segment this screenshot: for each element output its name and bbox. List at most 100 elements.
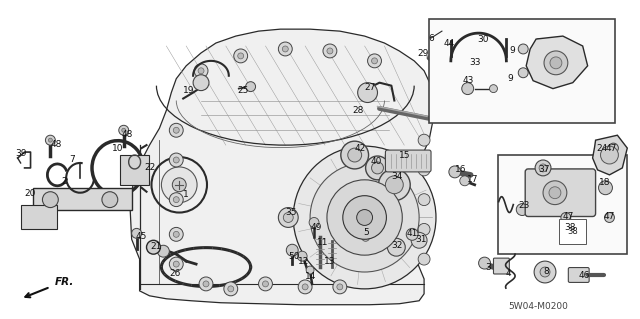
Circle shape <box>173 231 179 237</box>
Circle shape <box>310 163 419 272</box>
Circle shape <box>170 193 183 207</box>
Circle shape <box>132 228 141 238</box>
Circle shape <box>203 281 209 287</box>
Circle shape <box>194 64 208 78</box>
Circle shape <box>323 44 337 58</box>
Circle shape <box>42 192 58 208</box>
Text: 47: 47 <box>562 212 573 221</box>
Circle shape <box>418 223 430 235</box>
FancyBboxPatch shape <box>568 268 589 282</box>
FancyBboxPatch shape <box>493 258 509 274</box>
FancyBboxPatch shape <box>525 169 596 217</box>
Circle shape <box>102 192 118 208</box>
Polygon shape <box>20 204 58 229</box>
Circle shape <box>45 135 55 145</box>
Polygon shape <box>130 29 434 305</box>
Text: 26: 26 <box>170 270 181 278</box>
Text: 35: 35 <box>285 208 297 217</box>
Text: 48: 48 <box>122 130 133 139</box>
Text: 47: 47 <box>604 212 615 221</box>
Text: 6: 6 <box>428 33 434 42</box>
Circle shape <box>259 277 273 291</box>
FancyBboxPatch shape <box>385 150 431 172</box>
Text: 28: 28 <box>352 106 364 115</box>
Circle shape <box>170 257 183 271</box>
Circle shape <box>170 123 183 137</box>
Text: 24: 24 <box>596 144 607 152</box>
Circle shape <box>365 156 389 180</box>
Circle shape <box>337 284 343 290</box>
Circle shape <box>327 48 333 54</box>
Text: 9: 9 <box>509 47 515 56</box>
Circle shape <box>534 261 556 283</box>
Text: 5W04-M0200: 5W04-M0200 <box>508 302 568 311</box>
Circle shape <box>540 267 550 277</box>
Circle shape <box>286 244 298 256</box>
Circle shape <box>293 146 436 289</box>
Text: 18: 18 <box>599 178 611 187</box>
Text: 33: 33 <box>469 58 481 67</box>
Circle shape <box>49 138 52 142</box>
Text: 14: 14 <box>305 272 317 281</box>
Text: 22: 22 <box>144 163 155 173</box>
Text: 34: 34 <box>392 172 403 181</box>
Text: 13: 13 <box>324 256 335 266</box>
Circle shape <box>372 58 378 64</box>
Circle shape <box>122 128 125 132</box>
Circle shape <box>362 234 369 241</box>
Circle shape <box>356 210 372 226</box>
Text: 17: 17 <box>467 175 479 184</box>
Circle shape <box>173 157 179 163</box>
Circle shape <box>327 180 403 255</box>
Circle shape <box>172 178 186 192</box>
Circle shape <box>161 167 197 203</box>
Text: 23: 23 <box>518 201 530 210</box>
Text: 16: 16 <box>455 166 467 174</box>
Circle shape <box>237 53 244 59</box>
Circle shape <box>157 245 170 257</box>
Circle shape <box>343 196 387 239</box>
Text: 3: 3 <box>486 263 492 271</box>
Circle shape <box>543 181 567 204</box>
Circle shape <box>516 204 528 216</box>
Text: 7: 7 <box>69 155 75 165</box>
Circle shape <box>411 232 427 248</box>
FancyArrowPatch shape <box>26 288 48 297</box>
Text: 44: 44 <box>444 39 454 48</box>
Circle shape <box>449 166 461 178</box>
Circle shape <box>119 125 129 135</box>
Circle shape <box>406 228 418 240</box>
Text: 50: 50 <box>289 252 300 261</box>
Circle shape <box>605 212 614 222</box>
Circle shape <box>358 83 378 102</box>
Circle shape <box>600 146 618 164</box>
Circle shape <box>306 266 314 274</box>
Circle shape <box>372 162 383 174</box>
Text: 49: 49 <box>310 223 322 232</box>
Text: 40: 40 <box>371 158 382 167</box>
Text: 27: 27 <box>364 83 375 92</box>
Text: 39: 39 <box>15 149 26 158</box>
Circle shape <box>418 134 430 146</box>
Circle shape <box>598 181 612 195</box>
Bar <box>429 19 616 123</box>
Text: 37: 37 <box>538 166 550 174</box>
Text: 5: 5 <box>364 228 369 237</box>
Text: 25: 25 <box>237 86 248 95</box>
Circle shape <box>518 68 528 78</box>
Circle shape <box>479 257 490 269</box>
Circle shape <box>199 277 213 291</box>
Text: 29: 29 <box>417 49 429 58</box>
Circle shape <box>173 197 179 203</box>
Circle shape <box>147 240 161 254</box>
Circle shape <box>228 286 234 292</box>
Circle shape <box>550 57 562 69</box>
Circle shape <box>278 208 298 227</box>
Circle shape <box>262 281 268 287</box>
Text: 8: 8 <box>543 266 549 276</box>
Circle shape <box>284 212 293 222</box>
Text: 47: 47 <box>605 144 617 152</box>
Circle shape <box>490 85 497 93</box>
Polygon shape <box>33 188 132 210</box>
Circle shape <box>348 148 362 162</box>
